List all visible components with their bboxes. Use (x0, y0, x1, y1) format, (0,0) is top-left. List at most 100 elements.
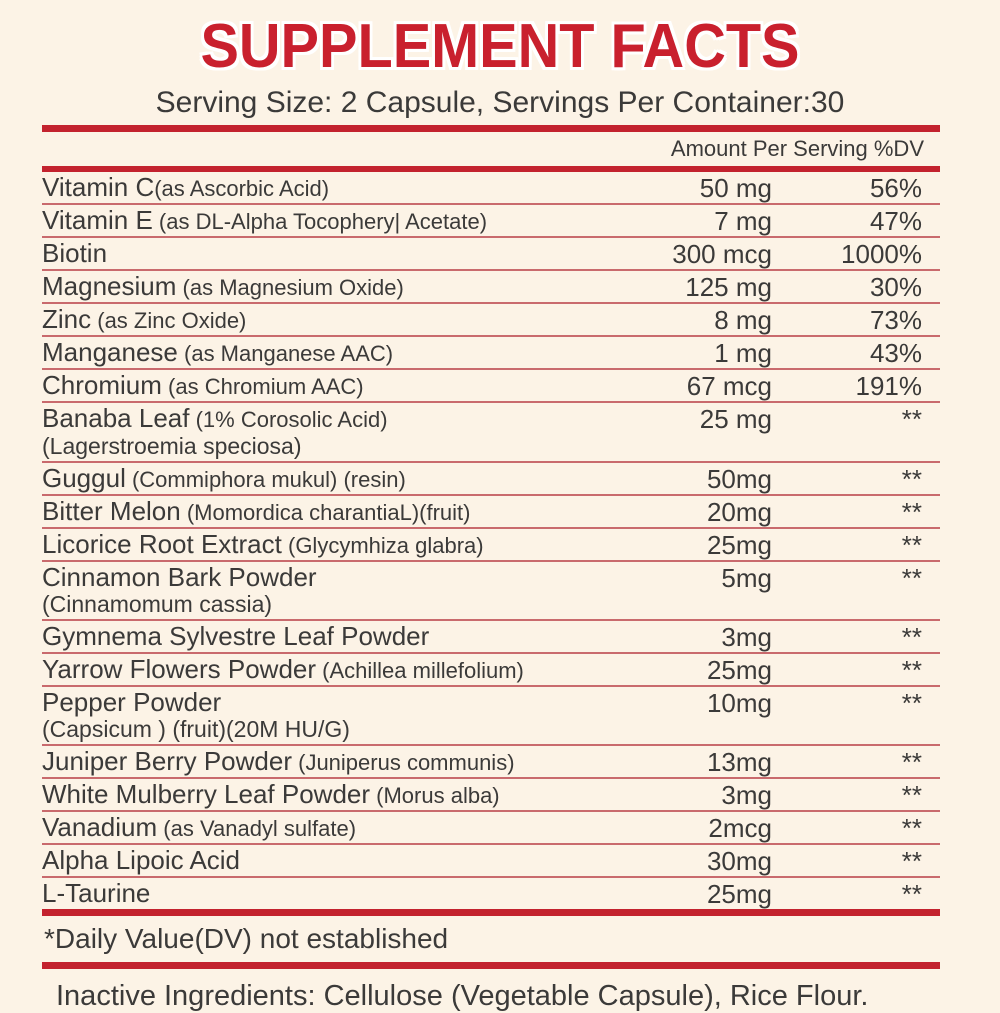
dv-value: ** (901, 655, 922, 685)
ingredient-detail: (Commiphora mukul) (resin) (125, 467, 406, 492)
amount-value: 20mg (706, 497, 772, 527)
ingredient-detail: (as Magnesium Oxide) (176, 275, 404, 300)
table-row: Cinnamon Bark Powder (Cinnamomum cassia) … (42, 562, 940, 621)
ingredient-name: Vanadium (42, 812, 158, 842)
dv-value: ** (901, 404, 922, 434)
ingredient-name: Biotin (42, 238, 108, 268)
ingredient-name: Banaba Leaf (42, 403, 190, 433)
ingredient-detail: (as Manganese AAC) (177, 341, 394, 366)
dv-value: ** (901, 780, 922, 810)
dv-value: ** (901, 813, 922, 843)
amount-value: 13mg (706, 747, 772, 777)
ingredient-detail: (Juniperus communis) (292, 750, 515, 775)
amount-value: 25mg (706, 530, 772, 560)
table-row: Alpha Lipoic Acid 30mg ** (42, 845, 940, 878)
dv-value: 30% (869, 272, 922, 302)
ingredient-cell: Chromium (as Chromium AAC) (42, 370, 597, 401)
amount-value: 25mg (706, 655, 772, 685)
ingredient-cell: Pepper Powder (Capsicum ) (fruit)(20M HU/… (42, 687, 597, 744)
ingredient-name: Vitamin C (42, 172, 155, 202)
ingredient-botanical-line: (Capsicum ) (fruit)(20M HU/G) (42, 716, 350, 742)
ingredient-name: Zinc (42, 304, 92, 334)
dv-value: ** (901, 879, 922, 909)
table-row: Manganese (as Manganese AAC) 1 mg 43% (42, 337, 940, 370)
amount-value: 30mg (706, 846, 772, 876)
facts-table-body: Vitamin C(as Ascorbic Acid) 50 mg 56% Vi… (42, 172, 940, 909)
column-header: Amount Per Serving %DV (670, 136, 924, 161)
amount-value: 3mg (721, 780, 772, 810)
ingredient-detail: (as Vanadyl sulfate) (157, 816, 357, 841)
dv-value: 1000% (841, 239, 922, 269)
ingredient-cell: Magnesium (as Magnesium Oxide) (42, 271, 597, 302)
amount-value: 25mg (706, 879, 772, 909)
ingredient-cell: Vitamin E (as DL-Alpha Tocophery| Acetat… (42, 205, 597, 236)
dv-value: ** (901, 464, 922, 494)
table-row: Licorice Root Extract (Glycymhiza glabra… (42, 529, 940, 562)
ingredient-cell: Gymnema Sylvestre Leaf Powder (42, 621, 597, 651)
amount-value: 50 mg (699, 173, 772, 203)
ingredient-name: Bitter Melon (42, 496, 181, 526)
ingredient-cell: Vitamin C(as Ascorbic Acid) (42, 172, 597, 203)
ingredient-cell: Manganese (as Manganese AAC) (42, 337, 597, 368)
table-row: Biotin 300 mcg 1000% (42, 238, 940, 271)
dv-value: ** (901, 688, 922, 718)
table-row: Juniper Berry Powder (Juniperus communis… (42, 746, 940, 779)
ingredient-detail: (as Zinc Oxide) (91, 308, 247, 333)
ingredient-detail: (as DL-Alpha Tocophery| Acetate) (152, 209, 488, 234)
dv-value: 191% (855, 371, 923, 401)
ingredient-botanical-line: (Lagerstroemia speciosa) (42, 433, 302, 459)
amount-value: 25 mg (699, 404, 772, 434)
ingredient-detail: (1% Corosolic Acid) (189, 407, 388, 432)
ingredient-name: Alpha Lipoic Acid (42, 845, 241, 875)
ingredient-name: Guggul (42, 463, 126, 493)
table-row: Bitter Melon (Momordica charantiaL)(frui… (42, 496, 940, 529)
ingredient-detail: (Morus alba) (370, 783, 500, 808)
table-row: Banaba Leaf (1% Corosolic Acid) (Lagerstr… (42, 403, 940, 463)
ingredient-name: Juniper Berry Powder (42, 746, 292, 776)
table-row: Gymnema Sylvestre Leaf Powder 3mg ** (42, 621, 940, 654)
dv-value: 73% (869, 305, 922, 335)
amount-value: 50mg (706, 464, 772, 494)
ingredient-cell: Yarrow Flowers Powder (Achillea millefol… (42, 654, 597, 685)
dv-value: ** (901, 622, 922, 652)
amount-value: 125 mg (685, 272, 772, 302)
top-divider-bar (42, 125, 940, 132)
amount-value: 10mg (706, 688, 772, 718)
amount-value: 2mcg (708, 813, 772, 843)
table-row: Vitamin E (as DL-Alpha Tocophery| Acetat… (42, 205, 940, 238)
amount-value: 3mg (721, 622, 772, 652)
ingredient-name: Cinnamon Bark Powder (42, 562, 317, 592)
dv-value: ** (901, 846, 922, 876)
ingredient-cell: White Mulberry Leaf Powder (Morus alba) (42, 779, 597, 810)
table-row: Chromium (as Chromium AAC) 67 mcg 191% (42, 370, 940, 403)
ingredient-detail: (Glycymhiza glabra) (281, 533, 484, 558)
dv-value: ** (901, 747, 922, 777)
amount-value: 8 mg (714, 305, 772, 335)
table-row: Yarrow Flowers Powder (Achillea millefol… (42, 654, 940, 687)
ingredient-botanical-line: (Cinnamomum cassia) (42, 591, 273, 617)
table-row: Pepper Powder (Capsicum ) (fruit)(20M HU/… (42, 687, 940, 746)
ingredient-cell: Banaba Leaf (1% Corosolic Acid) (Lagerstr… (42, 403, 597, 461)
dv-value: 43% (869, 338, 922, 368)
facts-panel: Amount Per Serving %DV Vitamin C(as Asco… (42, 125, 940, 1013)
ingredient-name: Licorice Root Extract (42, 529, 282, 559)
amount-value: 67 mcg (686, 371, 772, 401)
header-divider-bar (42, 166, 940, 172)
dv-value: ** (901, 530, 922, 560)
serving-size-line: Serving Size: 2 Capsule, Servings Per Co… (155, 86, 845, 119)
ingredient-name: Magnesium (42, 271, 177, 301)
dv-value: ** (901, 563, 922, 593)
ingredient-name: White Mulberry Leaf Powder (42, 779, 371, 809)
amount-value: 7 mg (714, 206, 772, 236)
ingredient-cell: Licorice Root Extract (Glycymhiza glabra… (42, 529, 597, 560)
table-row: Vanadium (as Vanadyl sulfate) 2mcg ** (42, 812, 940, 845)
ingredient-cell: Vanadium (as Vanadyl sulfate) (42, 812, 597, 843)
page-title: SUPPLEMENT FACTS (200, 12, 800, 81)
ingredient-detail: (Momordica charantiaL)(fruit) (180, 500, 471, 525)
ingredient-cell: Juniper Berry Powder (Juniperus communis… (42, 746, 597, 777)
amount-value: 300 mcg (672, 239, 772, 269)
footer-divider-bar (42, 909, 940, 916)
ingredient-name: Vitamin E (42, 205, 153, 235)
table-row: L-Taurine 25mg ** (42, 878, 940, 910)
